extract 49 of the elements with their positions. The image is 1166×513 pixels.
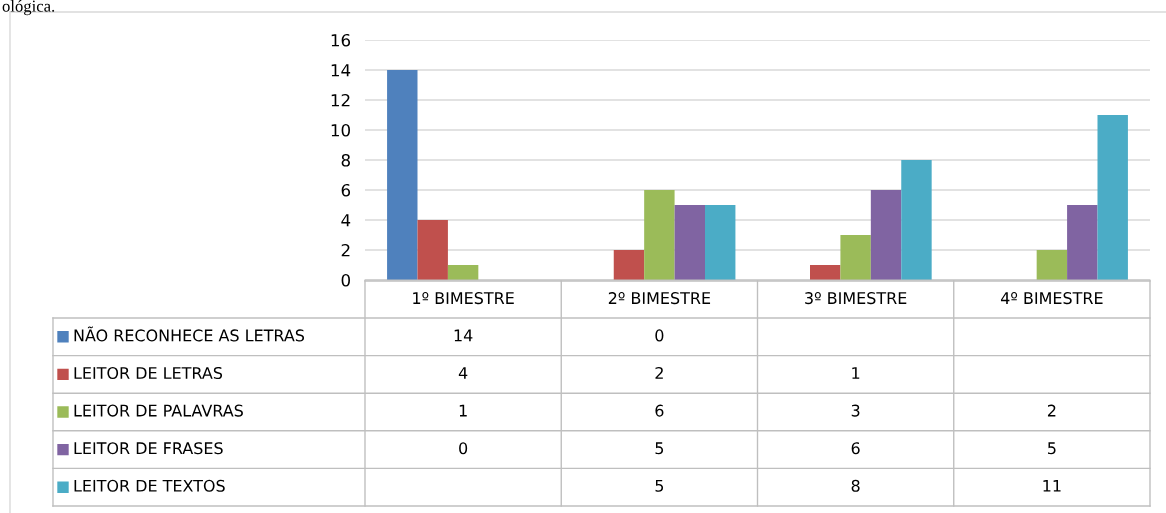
data-label: 0: [655, 329, 664, 342]
data-label: 11: [1043, 479, 1061, 492]
bar: [901, 160, 932, 280]
x-tick-label: 1º BIMESTRE: [413, 292, 514, 305]
legend-label: LEITOR DE FRASES: [74, 442, 223, 455]
data-label: 0: [459, 442, 468, 455]
x-tick-label: 4º BIMESTRE: [1000, 292, 1103, 305]
bar: [840, 235, 871, 280]
bar: [705, 205, 736, 280]
data-label: 5: [1048, 442, 1056, 455]
bar: [674, 205, 705, 280]
text: ológica.: [2, 0, 55, 16]
data-label: 1: [459, 404, 467, 417]
data-label: 3: [851, 404, 860, 417]
data-label: 4: [458, 367, 468, 379]
bar: [1036, 250, 1068, 280]
y-tick-label: 14: [331, 64, 351, 77]
bar: [644, 190, 675, 280]
data-label: 5: [655, 479, 664, 492]
data-label: 6: [655, 404, 664, 417]
legend-label: NÃO RECONHECE AS LETRAS: [74, 326, 305, 342]
y-tick-label: 10: [331, 123, 350, 137]
x-tick-label: 3º BIMESTRE: [805, 292, 907, 305]
y-tick-label: 6: [341, 183, 351, 197]
legend-label: LEITOR DE LETRAS: [74, 366, 223, 380]
y-tick-label: 12: [331, 93, 350, 107]
bar: [810, 265, 841, 280]
y-tick-label: 16: [331, 33, 351, 47]
bar: [387, 70, 418, 280]
data-label: 2: [1047, 404, 1056, 417]
bar: [417, 220, 448, 280]
bar: [1067, 205, 1098, 280]
data-label: 6: [851, 442, 860, 455]
bar: [613, 250, 645, 280]
data-label: 8: [851, 479, 860, 492]
y-tick-label: 4: [341, 214, 351, 227]
data-label: 14: [454, 329, 473, 342]
x-tick-label: 2º BIMESTRE: [608, 292, 711, 305]
data-label: 1: [852, 367, 860, 379]
legend-label: LEITOR DE PALAVRAS: [74, 404, 243, 417]
legend-label: LEITOR DE TEXTOS: [74, 479, 225, 492]
data-label: 2: [655, 366, 663, 379]
y-tick-label: 8: [341, 153, 350, 167]
bar: [1097, 115, 1128, 280]
y-tick-label: 2: [341, 243, 350, 257]
y-tick-label: 0: [341, 273, 350, 287]
data-label: 5: [655, 442, 664, 455]
bar: [870, 190, 902, 280]
bar: [447, 265, 479, 280]
